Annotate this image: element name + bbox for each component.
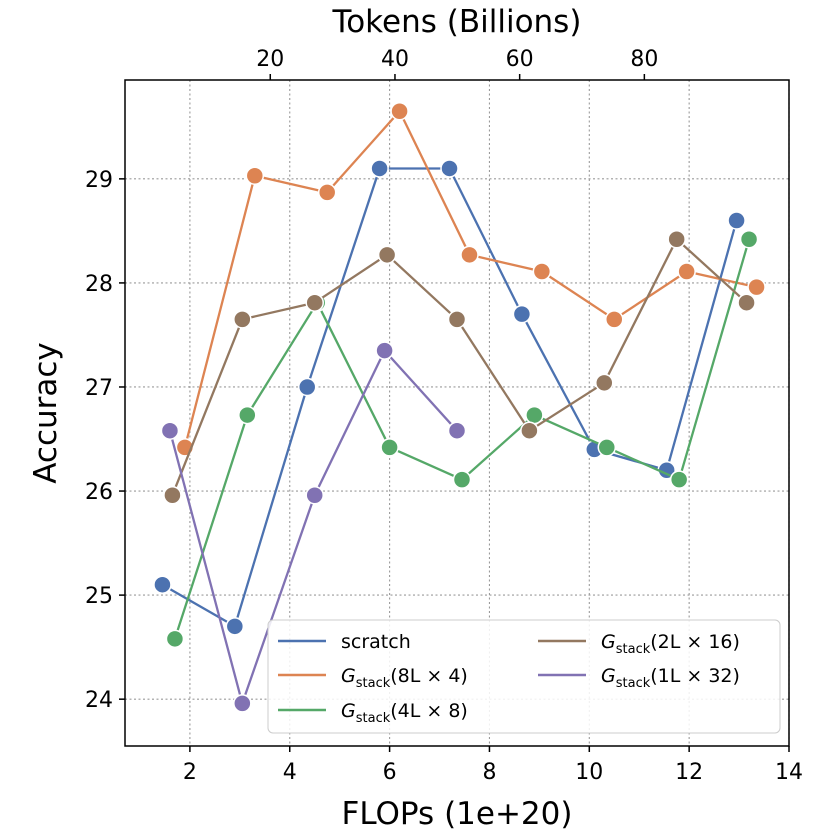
- series-0-point-0: [153, 575, 172, 594]
- y-tick-label-26: 26: [85, 480, 113, 505]
- series-3-point-0: [163, 485, 182, 505]
- top-x-tick-label-20: 20: [256, 47, 284, 72]
- y-axis-title: Accuracy: [28, 342, 64, 484]
- y-axis: 24 25 26 27 28 29: [85, 168, 125, 713]
- series-1-point-8: [747, 277, 766, 297]
- series-0: [153, 159, 746, 636]
- series-2-point-8: [739, 229, 759, 249]
- series-2-point-5: [525, 405, 544, 425]
- series-3-point-2: [305, 293, 324, 312]
- series-line-1: [183, 110, 757, 448]
- top-x-tick-label-80: 80: [630, 47, 658, 72]
- series-2-point-1: [238, 405, 257, 425]
- series-4-point-1: [233, 694, 252, 713]
- series-3-point-4: [447, 310, 467, 329]
- series-4-point-0: [160, 421, 180, 440]
- series-3-point-5: [520, 421, 539, 440]
- series-0-point-3: [370, 159, 389, 178]
- series-3-point-8: [737, 293, 756, 312]
- series-4-point-2: [305, 485, 324, 505]
- x-tick-label-10: 10: [575, 760, 603, 785]
- top-x-tick-label-60: 60: [506, 47, 534, 72]
- legend-entry-4: Gstack(1L × 32): [538, 665, 740, 691]
- series-0-point-2: [297, 377, 317, 397]
- series-0-point-1: [225, 617, 245, 636]
- series-3-point-3: [377, 245, 397, 265]
- legend-entry-0: scratch: [278, 631, 411, 653]
- series-2-point-6: [597, 438, 617, 457]
- series-1: [175, 101, 766, 457]
- series-1-point-5: [532, 262, 552, 281]
- series-1-point-6: [605, 310, 624, 329]
- x-tick-label-6: 6: [383, 760, 397, 785]
- plot-series: [153, 101, 766, 713]
- series-2-point-4: [452, 470, 472, 489]
- series-4-point-4: [447, 421, 467, 440]
- legend-box: [267, 619, 781, 734]
- y-tick-label-28: 28: [85, 272, 113, 297]
- series-0-point-8: [727, 211, 746, 230]
- x-tick-label-14: 14: [775, 760, 803, 785]
- series-2-point-7: [669, 470, 689, 489]
- legend-entry-3: Gstack(2L × 16): [538, 631, 740, 657]
- y-tick-label-27: 27: [85, 376, 113, 401]
- legend-label-1: Gstack(8L × 4): [341, 665, 468, 691]
- legend-entry-2: Gstack(4L × 8): [278, 700, 468, 726]
- series-1-point-3: [390, 101, 409, 121]
- series-2-point-3: [380, 438, 399, 457]
- series-2: [165, 229, 759, 649]
- legend-entry-1: Gstack(8L × 4): [278, 665, 468, 691]
- x-axis-title: FLOPs (1e+20): [342, 796, 573, 830]
- x-tick-label-8: 8: [482, 760, 496, 785]
- series-4-point-3: [375, 341, 394, 360]
- series-0-point-5: [512, 304, 532, 324]
- plot-area-frame: [124, 79, 790, 747]
- series-3-point-6: [595, 373, 614, 393]
- series-1-point-1: [245, 166, 265, 185]
- legend-label-2: Gstack(4L × 8): [341, 700, 468, 726]
- y-tick-label-25: 25: [85, 584, 113, 609]
- series-3: [163, 229, 756, 505]
- legend-label-3: Gstack(2L × 16): [601, 631, 740, 657]
- series-line-3: [171, 238, 748, 496]
- series-1-point-4: [460, 245, 479, 265]
- series-2-point-0: [165, 629, 185, 649]
- series-4: [160, 341, 467, 713]
- series-1-point-7: [677, 262, 696, 281]
- legend-label-0: scratch: [341, 631, 411, 653]
- legend-label-4: Gstack(1L × 32): [601, 665, 740, 691]
- x-tick-label-2: 2: [183, 760, 197, 785]
- x-tick-label-12: 12: [675, 760, 703, 785]
- series-line-0: [161, 167, 738, 628]
- y-tick-label-24: 24: [85, 688, 113, 713]
- series-0-point-4: [440, 159, 459, 178]
- series-3-point-7: [667, 229, 686, 249]
- series-3-point-1: [233, 310, 252, 329]
- series-line-2: [173, 238, 751, 640]
- top-x-axis-title: Tokens (Billions): [332, 4, 582, 40]
- series-1-point-2: [317, 183, 337, 202]
- bottom-x-axis: 2 4 6 8 10 12 14: [183, 746, 803, 785]
- y-tick-label-29: 29: [85, 168, 113, 193]
- x-tick-label-4: 4: [283, 760, 297, 785]
- top-x-axis: 20 40 60 80: [256, 47, 658, 80]
- top-x-tick-label-40: 40: [381, 47, 409, 72]
- legend: scratch Gstack(8L × 4) Gstack(4L × 8) Gstac…: [267, 619, 781, 734]
